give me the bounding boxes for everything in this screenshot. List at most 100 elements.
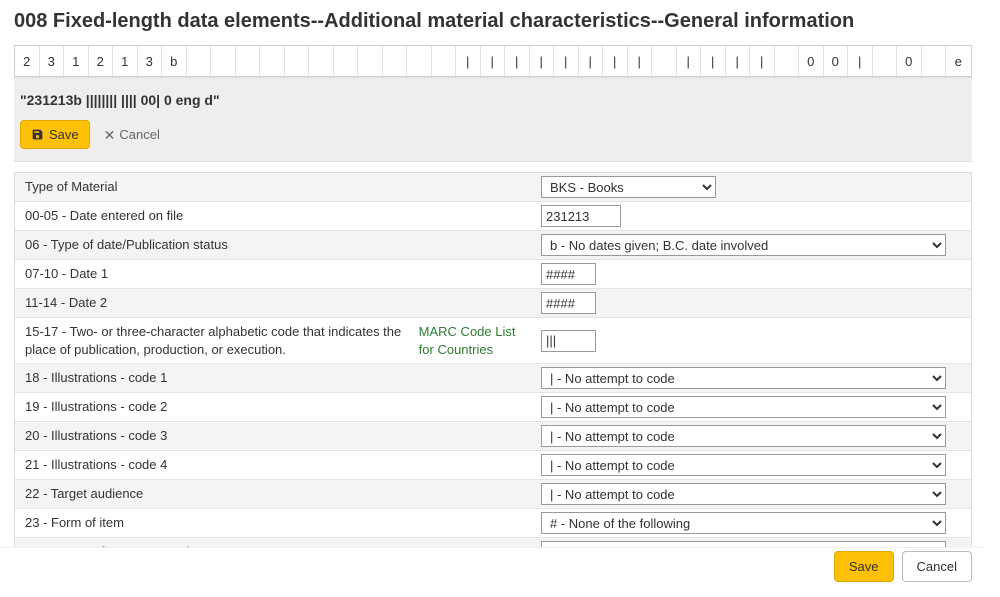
cell-26: [652, 46, 677, 76]
close-icon: ✕: [104, 128, 116, 142]
marc-countries-link[interactable]: MARC Code List for Countries: [419, 323, 525, 358]
field-label: 23 - Form of item: [15, 509, 535, 537]
field-select[interactable]: b - No dates given; B.C. date involved: [541, 234, 946, 256]
field-label: 06 - Type of date/Publication status: [15, 231, 535, 259]
footer-save-button[interactable]: Save: [834, 551, 894, 582]
cell-22: |: [554, 46, 579, 76]
field-select[interactable]: | - No attempt to code: [541, 367, 946, 389]
cell-32: 0: [799, 46, 824, 76]
field-control: | - No attempt to code: [535, 364, 971, 392]
cell-3: 2: [89, 46, 114, 76]
field-row: 21 - Illustrations - code 4| - No attemp…: [15, 451, 971, 480]
field-row: 22 - Target audience | - No attempt to co…: [15, 480, 971, 509]
field-input[interactable]: [541, 263, 596, 285]
field-row: 06 - Type of date/Publication status b - …: [15, 231, 971, 260]
cell-34: |: [848, 46, 873, 76]
save-icon: [31, 128, 44, 141]
cell-36: 0: [897, 46, 922, 76]
field-control: | - No attempt to code: [535, 480, 971, 508]
field-row: 15-17 - Two- or three-character alphabet…: [15, 318, 971, 364]
top-actions: Save ✕ Cancel: [18, 120, 968, 149]
field-label: 15-17 - Two- or three-character alphabet…: [15, 318, 535, 363]
field-row: 00-05 - Date entered on file: [15, 202, 971, 231]
cell-6: b: [162, 46, 187, 76]
cell-35: [873, 46, 898, 76]
cell-1: 3: [40, 46, 65, 76]
cell-2: 1: [64, 46, 89, 76]
field-input[interactable]: [541, 330, 596, 352]
fixed-length-cells: 231213b||||||||||||00|0e: [14, 45, 972, 77]
main-scroll-area[interactable]: 008 Fixed-length data elements--Addition…: [0, 0, 986, 547]
cell-4: 1: [113, 46, 138, 76]
cell-24: |: [603, 46, 628, 76]
cell-20: |: [505, 46, 530, 76]
field-row: 19 - Illustrations - code 2 | - No attemp…: [15, 393, 971, 422]
field-select[interactable]: | - No attempt to code: [541, 425, 946, 447]
cell-30: |: [750, 46, 775, 76]
footer-bar: Save Cancel: [0, 547, 986, 584]
vertical-scrollbar[interactable]: [986, 0, 1000, 584]
field-label: 11-14 - Date 2: [15, 289, 535, 317]
cell-13: [334, 46, 359, 76]
cell-29: |: [726, 46, 751, 76]
cell-27: |: [677, 46, 702, 76]
field-select[interactable]: | - No attempt to code: [541, 396, 946, 418]
cell-19: |: [481, 46, 506, 76]
cell-15: [383, 46, 408, 76]
cell-5: 3: [138, 46, 163, 76]
cell-17: [432, 46, 457, 76]
field-control: | - No attempt to code: [535, 451, 971, 479]
code-band: "231213b |||||||| |||| 00| 0 eng d" Save…: [14, 77, 972, 162]
cell-14: [358, 46, 383, 76]
form-panel: Type of Material BKS - Books 00-05 - Date …: [14, 172, 972, 547]
field-control: BKS - Books: [535, 173, 971, 201]
field-row: 11-14 - Date 2: [15, 289, 971, 318]
field-label: 22 - Target audience: [15, 480, 535, 508]
field-control: [535, 202, 971, 230]
field-label: 24 - Nature of contents - code 1: [15, 538, 535, 547]
field-input[interactable]: [541, 292, 596, 314]
field-row: 18 - Illustrations - code 1 | - No attemp…: [15, 364, 971, 393]
cell-9: [236, 46, 261, 76]
field-label: 19 - Illustrations - code 2: [15, 393, 535, 421]
field-row: 23 - Form of item # - None of the followi…: [15, 509, 971, 538]
field-row: 20 - Illustrations - code 3 | - No attemp…: [15, 422, 971, 451]
cell-23: |: [579, 46, 604, 76]
save-button-label: Save: [49, 127, 79, 142]
field-select[interactable]: # - None of the following: [541, 512, 946, 534]
cell-12: [309, 46, 334, 76]
cell-10: [260, 46, 285, 76]
page-title: 008 Fixed-length data elements--Addition…: [14, 0, 972, 45]
field-select[interactable]: | - No attempt to code: [541, 454, 946, 476]
field-select[interactable]: | - No attempt to code: [541, 483, 946, 505]
field-select[interactable]: BKS - Books: [541, 176, 716, 198]
cell-21: |: [530, 46, 555, 76]
field-row: 24 - Nature of contents - code 1| - No a…: [15, 538, 971, 547]
field-control: b - No dates given; B.C. date involved: [535, 231, 971, 259]
cell-28: |: [701, 46, 726, 76]
cell-37: [922, 46, 947, 76]
cancel-link[interactable]: ✕ Cancel: [104, 127, 160, 142]
cell-16: [407, 46, 432, 76]
cell-11: [285, 46, 310, 76]
cell-31: [775, 46, 800, 76]
field-label: 20 - Illustrations - code 3: [15, 422, 535, 450]
field-label: Type of Material: [15, 173, 535, 201]
cell-8: [211, 46, 236, 76]
field-row: 07-10 - Date 1: [15, 260, 971, 289]
code-string: "231213b |||||||| |||| 00| 0 eng d": [18, 92, 968, 108]
save-button[interactable]: Save: [20, 120, 90, 149]
cell-38: e: [946, 46, 971, 76]
field-input[interactable]: [541, 205, 621, 227]
cell-0: 2: [15, 46, 40, 76]
cell-18: |: [456, 46, 481, 76]
cell-33: 0: [824, 46, 849, 76]
field-label: 07-10 - Date 1: [15, 260, 535, 288]
field-row: Type of Material BKS - Books: [15, 173, 971, 202]
footer-cancel-button[interactable]: Cancel: [902, 551, 972, 582]
horizontal-scrollbar[interactable]: [0, 584, 1000, 597]
field-label: 18 - Illustrations - code 1: [15, 364, 535, 392]
field-control: | - No attempt to code: [535, 422, 971, 450]
field-control: | - No attempt to code: [535, 538, 971, 547]
field-control: [535, 289, 971, 317]
